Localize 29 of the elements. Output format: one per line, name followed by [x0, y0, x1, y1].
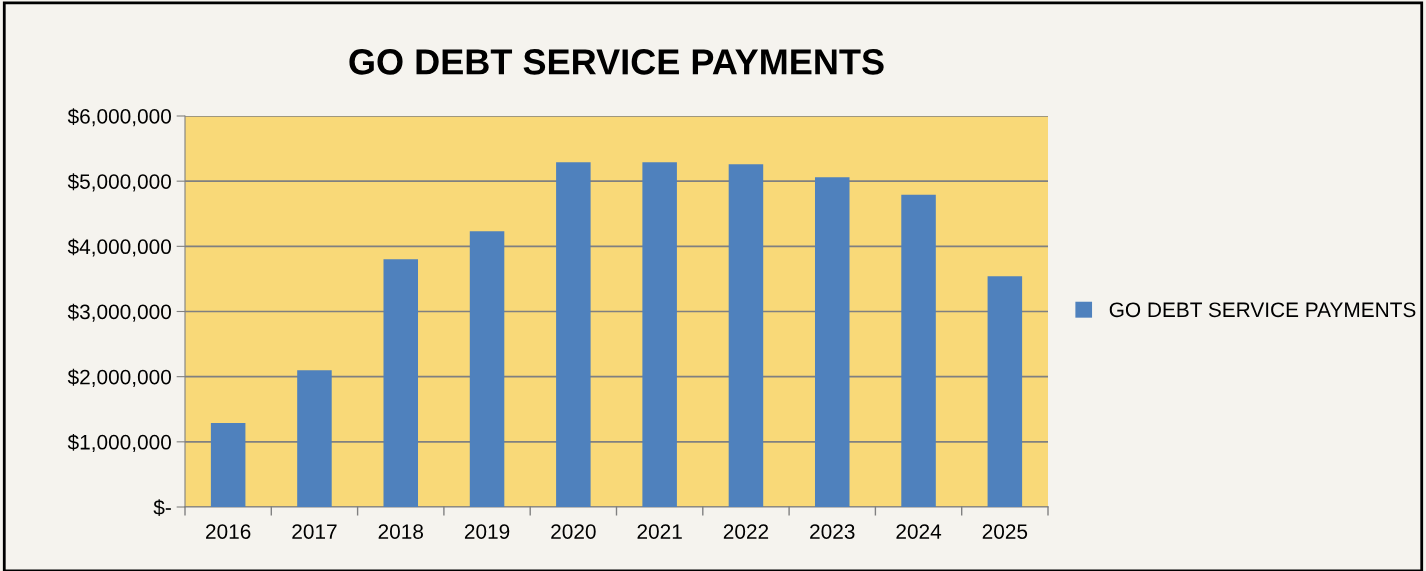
x-tick-label: 2017 [292, 524, 337, 539]
y-tick-label: $4,000,000 [67, 238, 171, 257]
bar [297, 370, 332, 507]
bar [642, 162, 677, 507]
x-tick-label: 2025 [982, 524, 1028, 539]
legend-label: GO DEBT SERVICE PAYMENTS [1109, 302, 1416, 318]
bar [728, 164, 764, 507]
x-tick-label: 2019 [464, 524, 510, 539]
y-tick-label: $3,000,000 [67, 303, 171, 322]
bar [901, 194, 936, 507]
bar [469, 231, 505, 507]
x-tick-label: 2020 [551, 524, 596, 539]
x-tick-label: 2016 [206, 524, 251, 539]
y-tick-label: $6,000,000 [67, 108, 171, 127]
x-tick-label: 2022 [723, 524, 769, 539]
bar [556, 162, 591, 507]
y-tick-label: $2,000,000 [67, 368, 171, 387]
x-tick-label: 2023 [810, 524, 855, 539]
bar [814, 177, 850, 507]
chart-title: GO DEBT SERVICE PAYMENTS [349, 49, 884, 75]
y-tick-label: $- [153, 499, 171, 516]
y-tick-label: $1,000,000 [67, 433, 171, 453]
bar [210, 422, 246, 507]
y-tick-label: $5,000,000 [67, 173, 171, 192]
x-tick-label: 2021 [637, 524, 682, 539]
x-tick-label: 2018 [378, 524, 424, 539]
bar [987, 276, 1023, 507]
x-tick-label: 2024 [896, 524, 942, 539]
bar [383, 259, 419, 507]
